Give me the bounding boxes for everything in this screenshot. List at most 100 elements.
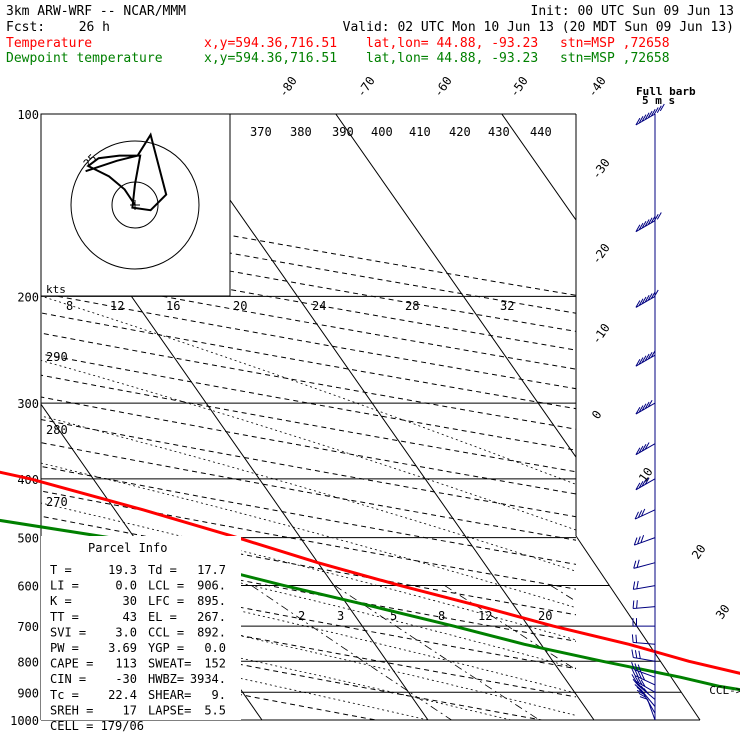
mixing-ratio-top-label: 32 bbox=[500, 299, 514, 313]
wind-barb bbox=[635, 212, 662, 233]
parcel-info-name: LI = bbox=[50, 579, 79, 593]
wind-barb bbox=[635, 350, 656, 367]
parcel-info-name: LCL = bbox=[148, 579, 184, 593]
wind-barb bbox=[634, 508, 656, 520]
temperature-tick-label: 20 bbox=[689, 542, 709, 562]
parcel-info-name: TT = bbox=[50, 610, 79, 624]
parcel-info-name: LAPSE= bbox=[148, 703, 191, 717]
wind-barb bbox=[636, 689, 656, 714]
mixing-ratio-top-label: 8 bbox=[66, 299, 73, 313]
temperature-tick-label: 30 bbox=[713, 602, 733, 622]
pressure-label: 300 bbox=[17, 397, 39, 411]
dewpoint-latlon: lat,lon= 44.88, -93.23 bbox=[366, 51, 538, 66]
wind-barb bbox=[635, 103, 665, 126]
forecast-hour: 26 h bbox=[79, 20, 110, 35]
valid-time: Valid: 02 UTC Mon 10 Jun 13 (20 MDT Sun … bbox=[343, 20, 734, 35]
temperature-legend: Temperature bbox=[6, 36, 92, 51]
moist-adiabat-line bbox=[41, 614, 512, 720]
theta-left-label: 290 bbox=[46, 350, 68, 364]
full-barb-units: 5 m s bbox=[642, 94, 675, 107]
mixing-ratio-label: 2 bbox=[298, 609, 305, 623]
mixing-ratio-label: 5 bbox=[390, 609, 397, 623]
wind-barb bbox=[631, 674, 656, 693]
hodograph-trace bbox=[85, 132, 168, 212]
temperature-latlon: lat,lon= 44.88, -93.23 bbox=[366, 36, 538, 51]
wind-barb bbox=[633, 559, 656, 569]
mixing-ratio-top-label: 24 bbox=[312, 299, 326, 313]
parcel-info-name: K = bbox=[50, 594, 72, 608]
dry-adiabat-line bbox=[41, 353, 576, 451]
dry-adiabat-line bbox=[41, 465, 576, 565]
mixing-ratio-label: 12 bbox=[478, 609, 492, 623]
temperature-station: stn=MSP ,72658 bbox=[560, 36, 670, 51]
theta-left-label: 280 bbox=[46, 423, 68, 437]
wind-barb bbox=[631, 668, 656, 686]
mixing-ratio-top-label: 12 bbox=[110, 299, 124, 313]
parcel-info-name: CAPE = bbox=[50, 657, 93, 671]
hodograph-kts-label: kts bbox=[46, 283, 66, 296]
parcel-info-name: YGP = bbox=[148, 641, 184, 655]
theta-left-label: 270 bbox=[46, 495, 68, 509]
mixing-ratio-label: 20 bbox=[538, 609, 552, 623]
pressure-label: 600 bbox=[17, 580, 39, 594]
parcel-info-value: 0.0 bbox=[115, 579, 137, 593]
theta-tick-label: 400 bbox=[371, 125, 393, 139]
wind-barb bbox=[635, 289, 659, 308]
level-annotation: CCL-> bbox=[709, 684, 740, 697]
dry-adiabat-line bbox=[41, 273, 576, 370]
parcel-info-value: 895. bbox=[197, 594, 226, 608]
theta-tick-label: 390 bbox=[332, 125, 354, 139]
parcel-info-value: 19.3 bbox=[108, 563, 137, 577]
parcel-info-name: CIN = bbox=[50, 672, 86, 686]
wind-barb bbox=[631, 634, 656, 645]
wind-barb bbox=[631, 649, 656, 662]
wind-barb bbox=[632, 580, 656, 590]
theta-tick-label: 380 bbox=[290, 125, 312, 139]
parcel-info-name: Tc = bbox=[50, 688, 79, 702]
full-barb-label: Full barb bbox=[636, 85, 696, 98]
parcel-info-value: 3934. bbox=[190, 672, 226, 686]
pressure-label: 100 bbox=[17, 108, 39, 122]
parcel-info-name: PW = bbox=[50, 641, 79, 655]
pressure-label: 500 bbox=[17, 532, 39, 546]
mixing-ratio-top-label: 20 bbox=[233, 299, 247, 313]
parcel-info-value: 22.4 bbox=[108, 688, 137, 702]
pressure-label: 900 bbox=[17, 686, 39, 700]
init-time: Init: 00 UTC Sun 09 Jun 13 bbox=[531, 4, 735, 19]
wind-barb bbox=[632, 600, 656, 609]
parcel-info-name: SHEAR= bbox=[148, 688, 191, 702]
hodograph: 25 kts bbox=[40, 113, 231, 297]
parcel-info-value: 3.69 bbox=[108, 641, 137, 655]
mixing-ratio-top-label: 28 bbox=[405, 299, 419, 313]
wind-barb bbox=[632, 678, 656, 700]
theta-tick-label: 420 bbox=[449, 125, 471, 139]
wind-barb bbox=[634, 684, 656, 707]
parcel-info-panel: Parcel Info T = 19.3 Td = 17.7 LI = 0.0 LCL = 9… bbox=[41, 536, 241, 733]
pressure-label: 200 bbox=[17, 290, 39, 304]
dewpoint-legend: Dewpoint temperature bbox=[6, 51, 163, 66]
parcel-info-name: Td = bbox=[148, 563, 177, 577]
mixing-ratio-line bbox=[251, 585, 452, 720]
parcel-info-title: Parcel Info bbox=[88, 541, 167, 555]
wind-barbs bbox=[631, 103, 665, 721]
mixing-ratio-lines bbox=[251, 585, 576, 720]
parcel-info-value: 113 bbox=[115, 657, 137, 671]
isotherm-line bbox=[501, 114, 700, 720]
parcel-info-name: CCL = bbox=[148, 625, 184, 639]
wind-barb bbox=[635, 399, 656, 415]
parcel-info-value: 5.5 bbox=[204, 703, 226, 717]
pressure-label: 700 bbox=[17, 620, 39, 634]
wind-barb bbox=[632, 618, 655, 627]
mixing-ratio-label: 3 bbox=[337, 609, 344, 623]
moist-adiabat-line bbox=[42, 296, 576, 485]
plot-skewed-border bbox=[575, 535, 701, 721]
dewpoint-xy: x,y=594.36,716.51 bbox=[204, 51, 337, 66]
parcel-info-value: 152 bbox=[204, 657, 226, 671]
parcel-info-value: -30 bbox=[115, 672, 137, 686]
parcel-info-value: 9. bbox=[212, 688, 226, 702]
forecast-label: Fcst: bbox=[6, 20, 45, 35]
parcel-info-name: SREH = bbox=[50, 703, 93, 717]
mixing-ratio-top-label: 16 bbox=[166, 299, 180, 313]
theta-tick-label: 430 bbox=[488, 125, 510, 139]
